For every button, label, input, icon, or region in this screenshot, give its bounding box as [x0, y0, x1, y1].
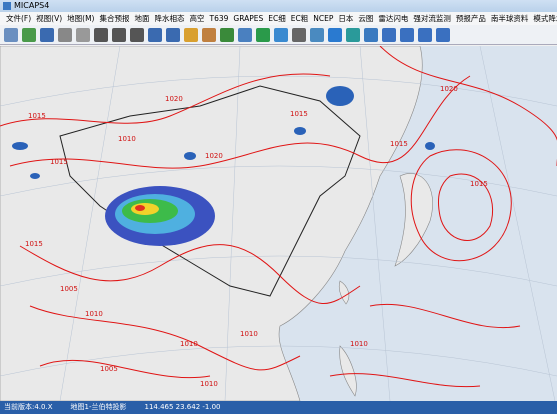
menu-item[interactable]: NCEP: [313, 14, 334, 23]
contour-label: 1015: [390, 140, 408, 148]
contour-label: 1005: [60, 285, 78, 293]
tool-button[interactable]: [202, 28, 216, 42]
tool-button[interactable]: [220, 28, 234, 42]
plateau-precip: [105, 186, 215, 246]
tool-button[interactable]: [76, 28, 90, 42]
contour-label: 1020: [205, 152, 223, 160]
contour-label: 1010: [240, 330, 258, 338]
tool-button[interactable]: [184, 28, 198, 42]
menu-item[interactable]: 文件(F): [6, 14, 32, 23]
isobars: [0, 46, 557, 388]
menu-item[interactable]: T639: [209, 14, 229, 23]
menu-item[interactable]: 南半球资料: [490, 14, 529, 23]
menu-item[interactable]: GRAPES: [233, 14, 264, 23]
tool-button[interactable]: [4, 28, 18, 42]
menu-item[interactable]: 日本: [338, 14, 354, 23]
title-bar: MICAPS4: [0, 0, 557, 12]
menu-item[interactable]: 模式降水: [533, 14, 557, 23]
menu-item[interactable]: 集合预报: [99, 14, 130, 23]
tool-button[interactable]: [256, 28, 270, 42]
precip-blue: [12, 86, 435, 179]
menu-item[interactable]: 视图(V): [36, 14, 63, 23]
contour-label: 1010: [118, 135, 136, 143]
contour-label: 1020: [165, 95, 183, 103]
menu-item[interactable]: 高空: [189, 14, 205, 23]
menu-item[interactable]: 预报产品: [455, 14, 486, 23]
menu-item[interactable]: 强对流监测: [413, 14, 451, 23]
contour-label: 1015: [470, 180, 488, 188]
tool-button[interactable]: [346, 28, 360, 42]
tool-button[interactable]: [112, 28, 126, 42]
map-view[interactable]: 1015 1020 1015 1010 1020 1015 1015 1005 1010 1015…: [0, 46, 557, 401]
status-bar: 当前版本:4.0.X 地图1-兰伯特投影 114.465 23.642 -1.0…: [0, 401, 557, 414]
menu-item[interactable]: 云图: [358, 14, 374, 23]
version: 当前版本:4.0.X: [4, 403, 53, 411]
tool-button[interactable]: [418, 28, 432, 42]
menu-item[interactable]: EC细: [268, 14, 286, 23]
tool-button[interactable]: [94, 28, 108, 42]
tool-button[interactable]: [364, 28, 378, 42]
contour-label: 1010: [85, 310, 103, 318]
tool-button[interactable]: [148, 28, 162, 42]
menu-item[interactable]: EC粗: [290, 14, 309, 23]
tool-button[interactable]: [238, 28, 252, 42]
contour-label: 1015: [28, 112, 46, 120]
contour-label: 1015: [25, 240, 43, 248]
contour-label: 1010: [350, 340, 368, 348]
islands: [338, 173, 433, 397]
graticule: [0, 46, 557, 401]
projection: 地图1-兰伯特投影: [70, 403, 127, 411]
contour-label: 1020: [440, 85, 458, 93]
contour-label: 1005: [100, 365, 118, 373]
contour-label: 1010: [200, 380, 218, 388]
toolbar: [0, 25, 557, 45]
tool-button[interactable]: [22, 28, 36, 42]
tool-button[interactable]: [400, 28, 414, 42]
tool-button[interactable]: [130, 28, 144, 42]
contour-label: 1015: [50, 158, 68, 166]
tool-button[interactable]: [310, 28, 324, 42]
contour-label: 1010: [180, 340, 198, 348]
tool-button[interactable]: [436, 28, 450, 42]
coordinates: 114.465 23.642 -1.00: [144, 403, 221, 411]
contour-label: 1015: [290, 110, 308, 118]
menu-item[interactable]: 地面: [134, 14, 150, 23]
tool-button[interactable]: [328, 28, 342, 42]
tool-button[interactable]: [58, 28, 72, 42]
menu-item[interactable]: 雷达闪电: [378, 14, 409, 23]
tool-button[interactable]: [274, 28, 288, 42]
window-title: MICAPS4: [14, 1, 50, 10]
menu-item[interactable]: 降水相态: [154, 14, 185, 23]
tool-button[interactable]: [166, 28, 180, 42]
menu-item[interactable]: 地图(M): [67, 14, 95, 23]
tool-button[interactable]: [292, 28, 306, 42]
tool-button[interactable]: [40, 28, 54, 42]
tool-button[interactable]: [382, 28, 396, 42]
menu-bar: 文件(F) 视图(V) 地图(M) 集合预报 地面 降水相态 高空 T639 GRAPES EC细…: [0, 12, 557, 25]
